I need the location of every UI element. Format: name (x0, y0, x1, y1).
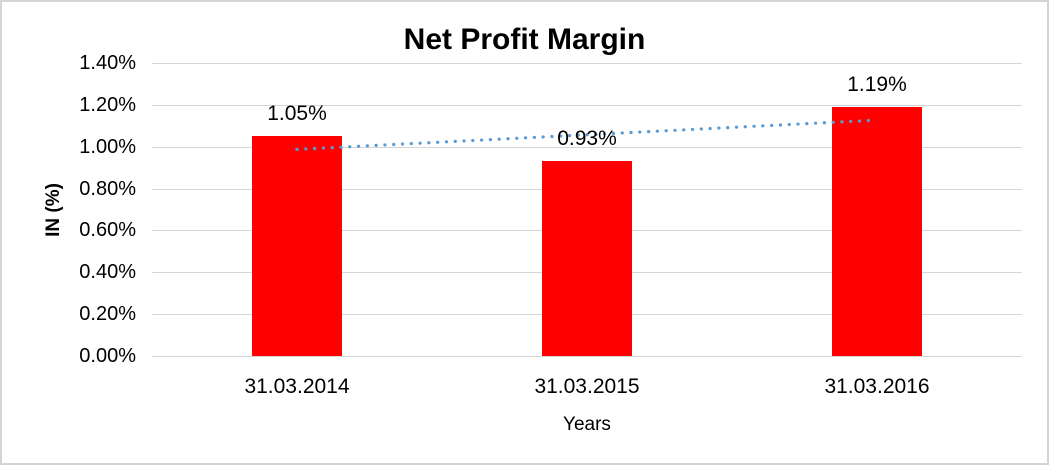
y-tick-label: 1.40% (79, 52, 136, 74)
bar-data-label: 1.05% (267, 102, 327, 126)
y-tick-label: 1.00% (79, 135, 136, 158)
bar (542, 161, 632, 356)
gridline (152, 63, 1022, 64)
chart-title: Net Profit Margin (403, 23, 646, 56)
bar-data-label: 1.19% (847, 73, 907, 96)
bar-data-label: 0.93% (557, 127, 617, 151)
x-category-label: 31.03.2015 (534, 375, 640, 398)
label-layer: 1.05% 0.93% 1.19% 31.03.2014 31.03.2015 31.03… (2, 2, 1047, 463)
y-tick-label: 0.80% (79, 177, 136, 200)
y-tick-label: 0.40% (79, 261, 136, 284)
y-tick-label: 0.60% (79, 219, 136, 242)
y-tick-label: 0.00% (79, 345, 136, 367)
y-tick-label: 0.20% (79, 303, 136, 326)
gridline (152, 104, 1022, 106)
y-tick-label: 1.20% (79, 93, 136, 116)
gridline (152, 356, 1022, 357)
x-category-label: 31.03.2014 (244, 375, 350, 398)
bar (252, 136, 342, 356)
x-category-label: 31.03.2016 (824, 375, 930, 398)
x-axis-title: Years (563, 414, 611, 435)
